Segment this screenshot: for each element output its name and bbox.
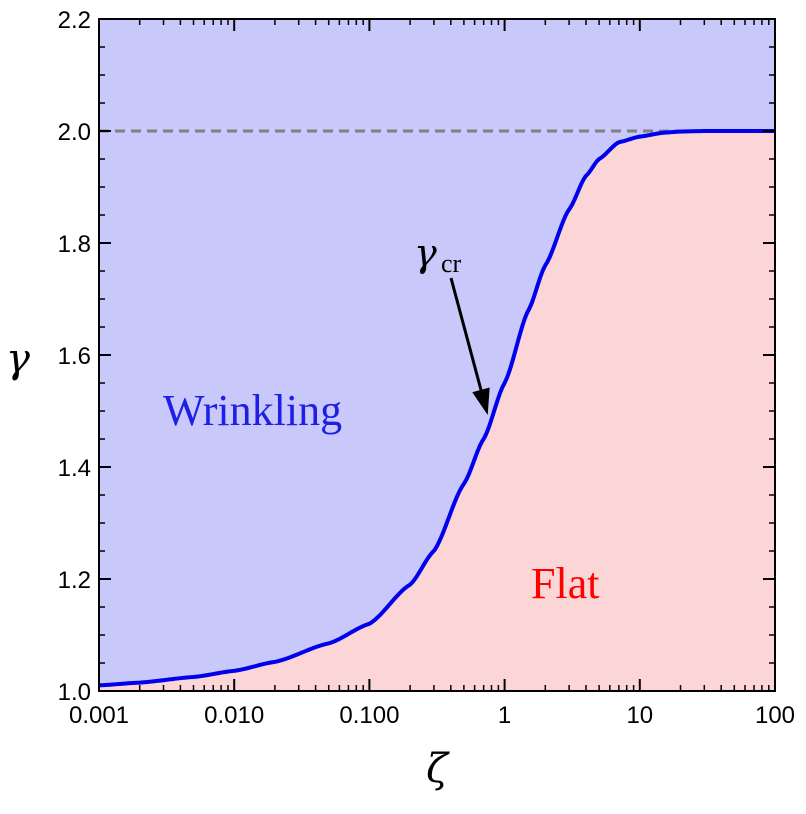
x-tick-label: 100 bbox=[755, 702, 795, 729]
x-tick-label: 0.010 bbox=[204, 702, 264, 729]
axis-ticks: 0.001 0.010 0.100 1 10 100 1.0 1.2 1.4 1.6 1.8 2.0 2… bbox=[58, 7, 795, 729]
y-tick-label: 2.0 bbox=[58, 119, 91, 146]
region-label-wrinkling: Wrinkling bbox=[163, 386, 342, 435]
y-tick-label: 1.8 bbox=[58, 231, 91, 258]
x-tick-label: 0.100 bbox=[339, 702, 399, 729]
annotation-gamma-cr: γ cr bbox=[414, 231, 490, 415]
x-axis-label: ζ bbox=[426, 746, 450, 792]
annotation-arrowhead bbox=[472, 387, 490, 415]
annotation-arrow bbox=[449, 277, 483, 391]
y-tick-label: 1.2 bbox=[58, 567, 91, 594]
region-label-flat: Flat bbox=[531, 559, 599, 608]
series-line bbox=[98, 129, 775, 688]
annotation-subscript: cr bbox=[441, 249, 462, 278]
chart-lines bbox=[98, 129, 775, 688]
y-tick-label: 1.0 bbox=[58, 679, 91, 706]
x-tick-label: 10 bbox=[626, 702, 653, 729]
annotation-symbol: γ bbox=[414, 231, 437, 275]
region-flat bbox=[99, 131, 775, 691]
region-fills bbox=[99, 19, 775, 691]
x-tick-label: 1 bbox=[498, 702, 511, 729]
y-tick-label: 2.2 bbox=[58, 7, 91, 34]
y-tick-label: 1.6 bbox=[58, 343, 91, 370]
y-tick-label: 1.4 bbox=[58, 455, 91, 482]
region-wrinkling bbox=[99, 19, 775, 686]
y-axis-label: γ bbox=[6, 336, 30, 382]
x-tick-label: 0.001 bbox=[69, 702, 129, 729]
